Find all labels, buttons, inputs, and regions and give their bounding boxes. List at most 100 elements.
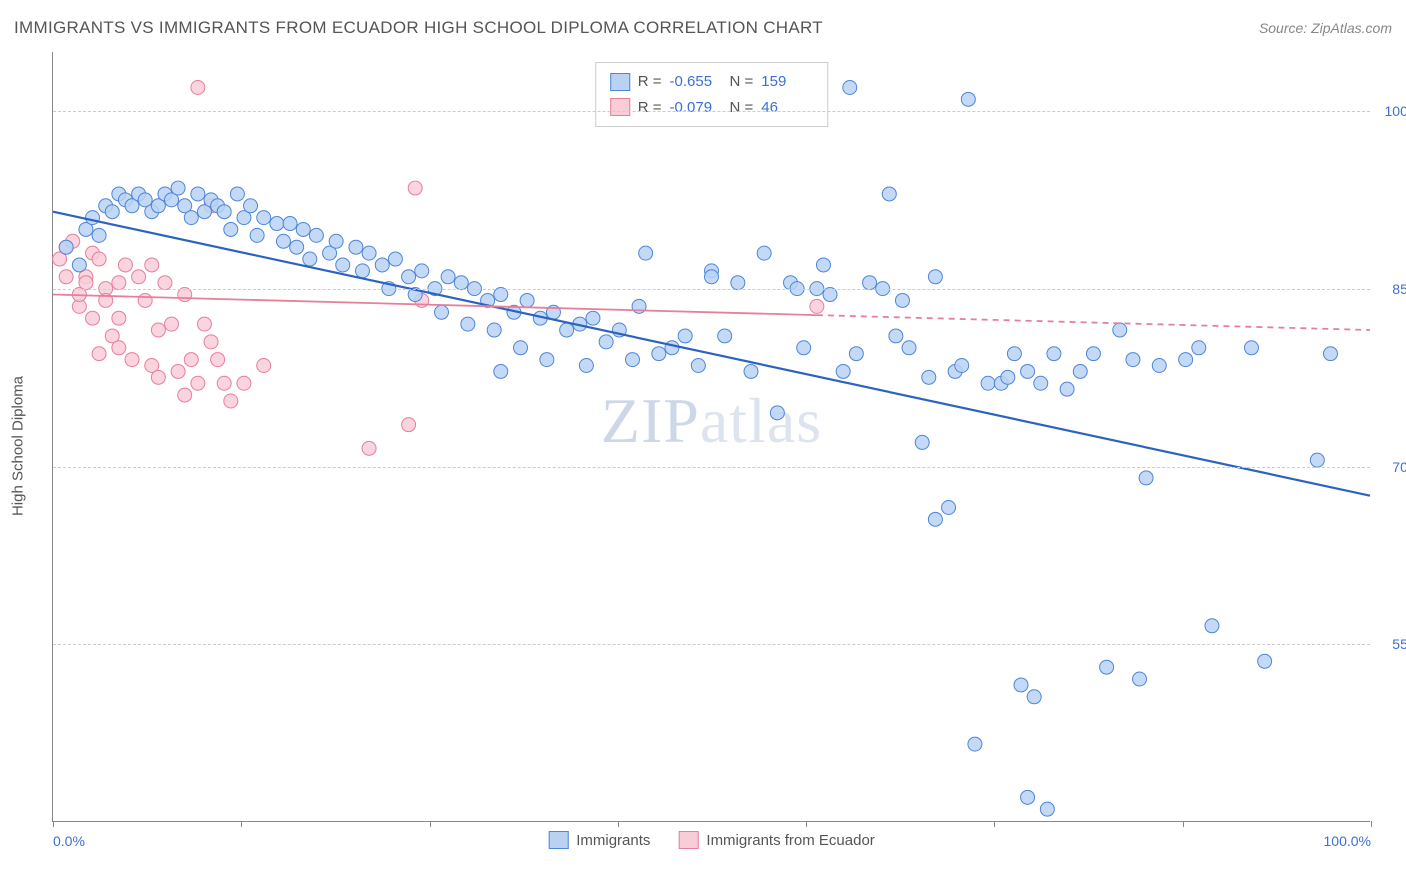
data-point bbox=[105, 205, 119, 219]
data-point bbox=[217, 205, 231, 219]
data-point bbox=[125, 353, 139, 367]
data-point bbox=[863, 276, 877, 290]
data-point bbox=[540, 353, 554, 367]
swatch-series-1 bbox=[610, 98, 630, 116]
data-point bbox=[145, 258, 159, 272]
x-tick bbox=[618, 821, 619, 827]
data-point bbox=[112, 341, 126, 355]
data-point bbox=[461, 317, 475, 331]
data-point bbox=[191, 376, 205, 390]
gridline bbox=[53, 467, 1370, 468]
y-tick-label: 70.0% bbox=[1372, 459, 1406, 475]
data-point bbox=[1001, 370, 1015, 384]
data-point bbox=[1027, 690, 1041, 704]
data-point bbox=[1021, 790, 1035, 804]
gridline bbox=[53, 111, 1370, 112]
legend-r-value-1: -0.079 bbox=[670, 95, 722, 121]
data-point bbox=[329, 234, 343, 248]
x-tick bbox=[806, 821, 807, 827]
data-point bbox=[349, 240, 363, 254]
data-point bbox=[981, 376, 995, 390]
data-point bbox=[118, 258, 132, 272]
data-point bbox=[151, 370, 165, 384]
data-point bbox=[1152, 359, 1166, 373]
x-tick bbox=[994, 821, 995, 827]
data-point bbox=[362, 246, 376, 260]
data-point bbox=[797, 341, 811, 355]
series-legend: Immigrants Immigrants from Ecuador bbox=[548, 831, 875, 849]
data-point bbox=[92, 252, 106, 266]
data-point bbox=[290, 240, 304, 254]
data-point bbox=[895, 293, 909, 307]
data-point bbox=[1060, 382, 1074, 396]
data-point bbox=[1310, 453, 1324, 467]
data-point bbox=[849, 347, 863, 361]
legend-r-label: R = bbox=[638, 95, 662, 121]
data-point bbox=[1133, 672, 1147, 686]
data-point bbox=[197, 317, 211, 331]
data-point bbox=[1258, 654, 1272, 668]
data-point bbox=[86, 311, 100, 325]
data-point bbox=[388, 252, 402, 266]
data-point bbox=[1100, 660, 1114, 674]
data-point bbox=[678, 329, 692, 343]
legend-row-series-0: R = -0.655 N = 159 bbox=[610, 69, 814, 95]
data-point bbox=[1073, 364, 1087, 378]
data-point bbox=[191, 187, 205, 201]
data-point bbox=[928, 512, 942, 526]
data-point bbox=[731, 276, 745, 290]
data-point bbox=[237, 376, 251, 390]
chart-title: IMMIGRANTS VS IMMIGRANTS FROM ECUADOR HI… bbox=[14, 18, 823, 38]
swatch-series-0 bbox=[610, 73, 630, 91]
data-point bbox=[435, 305, 449, 319]
data-point bbox=[922, 370, 936, 384]
data-point bbox=[1205, 619, 1219, 633]
data-point bbox=[244, 199, 258, 213]
data-point bbox=[257, 211, 271, 225]
data-point bbox=[178, 388, 192, 402]
data-point bbox=[770, 406, 784, 420]
data-point bbox=[441, 270, 455, 284]
legend-n-label: N = bbox=[730, 69, 754, 95]
data-point bbox=[112, 311, 126, 325]
data-point bbox=[204, 335, 218, 349]
data-point bbox=[224, 222, 238, 236]
data-point bbox=[1179, 353, 1193, 367]
swatch-series-0 bbox=[548, 831, 568, 849]
plot-svg bbox=[53, 52, 1370, 821]
data-point bbox=[151, 323, 165, 337]
data-point bbox=[487, 323, 501, 337]
data-point bbox=[579, 359, 593, 373]
data-point bbox=[625, 353, 639, 367]
trend-line bbox=[53, 212, 1370, 496]
data-point bbox=[171, 181, 185, 195]
data-point bbox=[132, 270, 146, 284]
data-point bbox=[250, 228, 264, 242]
data-point bbox=[92, 347, 106, 361]
x-tick bbox=[241, 821, 242, 827]
chart-header: IMMIGRANTS VS IMMIGRANTS FROM ECUADOR HI… bbox=[14, 18, 1392, 38]
data-point bbox=[639, 246, 653, 260]
data-point bbox=[718, 329, 732, 343]
data-point bbox=[810, 299, 824, 313]
data-point bbox=[171, 364, 185, 378]
swatch-series-1 bbox=[678, 831, 698, 849]
data-point bbox=[520, 293, 534, 307]
y-tick-label: 100.0% bbox=[1372, 103, 1406, 119]
data-point bbox=[59, 270, 73, 284]
data-point bbox=[158, 276, 172, 290]
x-tick bbox=[430, 821, 431, 827]
chart-plot-area: ZIPatlas R = -0.655 N = 159 R = -0.079 N… bbox=[52, 52, 1370, 822]
trend-line-dashed bbox=[817, 315, 1370, 330]
data-point bbox=[257, 359, 271, 373]
legend-item-series-0: Immigrants bbox=[548, 831, 650, 849]
data-point bbox=[1086, 347, 1100, 361]
data-point bbox=[665, 341, 679, 355]
data-point bbox=[757, 246, 771, 260]
data-point bbox=[1126, 353, 1140, 367]
data-point bbox=[112, 276, 126, 290]
data-point bbox=[705, 270, 719, 284]
data-point bbox=[402, 270, 416, 284]
data-point bbox=[494, 364, 508, 378]
y-tick-label: 55.0% bbox=[1372, 636, 1406, 652]
